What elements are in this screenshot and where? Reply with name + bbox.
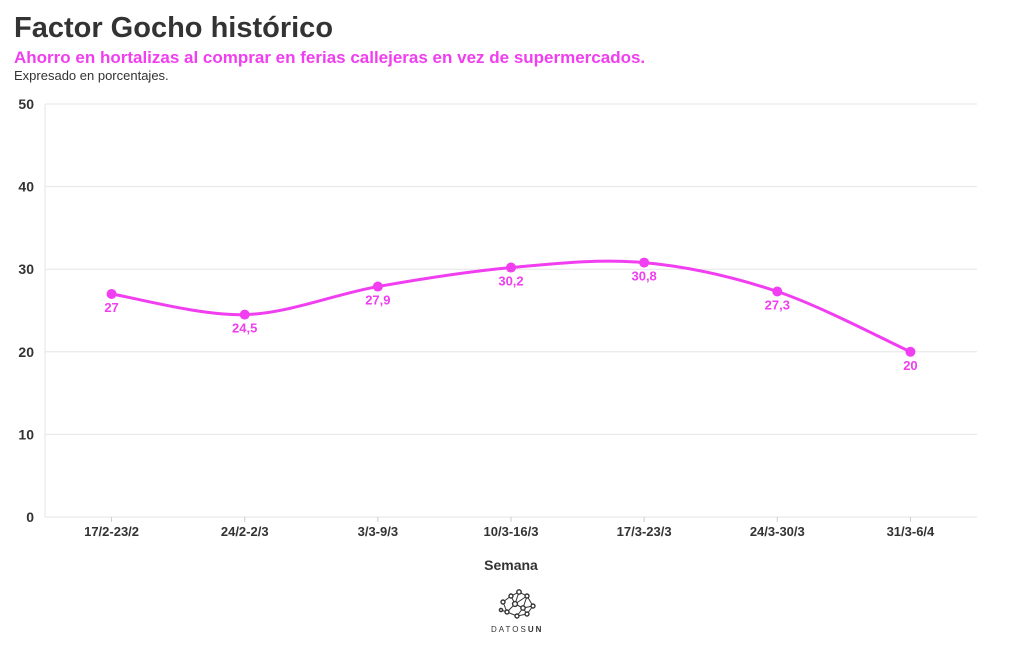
x-tick-label: 24/2-2/3 <box>221 524 269 539</box>
chart-title: Factor Gocho histórico <box>14 12 334 44</box>
data-label: 24,5 <box>232 321 257 336</box>
x-tick-label: 17/2-23/2 <box>84 524 139 539</box>
network-logo-icon <box>498 589 536 619</box>
data-label: 27,3 <box>765 298 790 313</box>
data-point <box>372 281 383 292</box>
logo-text: DATOSUN <box>491 625 544 634</box>
data-point <box>239 309 250 320</box>
data-label: 27,9 <box>365 293 390 308</box>
x-tick-label: 10/3-16/3 <box>484 524 539 539</box>
y-tick-label: 50 <box>18 96 34 112</box>
y-tick-label: 10 <box>18 426 34 442</box>
chart-note: Expresado en porcentajes. <box>14 68 169 83</box>
y-tick-label: 0 <box>26 509 34 525</box>
y-tick-label: 20 <box>18 344 34 360</box>
data-label: 27 <box>104 300 118 315</box>
x-tick-label: 24/3-30/3 <box>750 524 805 539</box>
data-label: 30,2 <box>498 274 523 289</box>
data-point <box>639 257 650 268</box>
data-label: 20 <box>903 358 917 373</box>
chart-subtitle: Ahorro en hortalizas al comprar en feria… <box>14 48 646 67</box>
datosun-logo: DATOSUN <box>491 588 543 634</box>
data-point <box>506 262 516 273</box>
x-tick-label: 3/3-9/3 <box>358 524 398 539</box>
data-point <box>905 346 916 357</box>
x-tick-label: 31/3-6/4 <box>887 524 935 539</box>
x-tick-label: 17/3-23/3 <box>617 524 672 539</box>
y-tick-label: 40 <box>18 179 34 195</box>
data-label: 30,8 <box>631 269 656 284</box>
x-axis-label: Semana <box>484 557 538 573</box>
data-point <box>106 288 117 299</box>
y-tick-label: 30 <box>18 261 34 277</box>
data-point <box>772 286 783 297</box>
